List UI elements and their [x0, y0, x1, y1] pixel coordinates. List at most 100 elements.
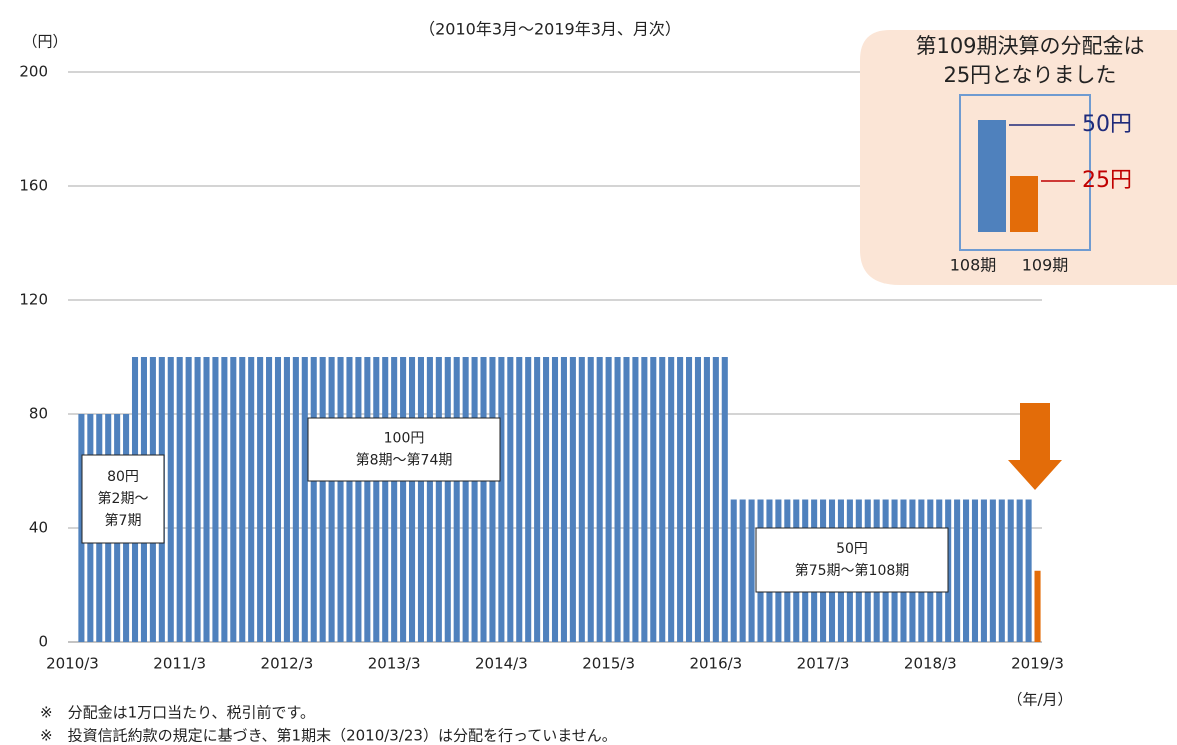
- annotation-box: [755, 527, 949, 593]
- y-tick-label: 160: [19, 177, 48, 195]
- bar: [712, 357, 719, 642]
- annotation-box: [81, 454, 165, 544]
- y-tick-label: 200: [19, 63, 48, 81]
- bar: [623, 357, 630, 642]
- chart-subtitle: （2010年3月～2019年3月、月次）: [419, 20, 681, 39]
- y-tick-label: 0: [38, 633, 48, 651]
- bar: [560, 357, 567, 642]
- bar: [400, 357, 407, 642]
- bar: [963, 499, 970, 642]
- bar: [301, 357, 308, 642]
- bar: [328, 357, 335, 642]
- bar: [525, 357, 532, 642]
- bar: [194, 357, 201, 642]
- bar: [167, 357, 174, 642]
- bar: [248, 357, 255, 642]
- bar: [569, 357, 576, 642]
- inset-value-label: 50円: [1082, 112, 1132, 137]
- inset-title: 25円となりました: [943, 63, 1116, 87]
- bar: [543, 357, 550, 642]
- down-arrow: [1008, 403, 1062, 490]
- bar: [1034, 570, 1041, 642]
- bar: [998, 499, 1005, 642]
- plot: 0 40 80 120 160 200 2010/3 2011/3 2012/3 2013/3 20…: [19, 63, 1064, 673]
- bar: [453, 357, 460, 642]
- bar: [677, 357, 684, 642]
- x-tick-label: 2015/3: [582, 655, 635, 673]
- bar: [632, 357, 639, 642]
- annotation-text: 第2期～: [98, 490, 149, 507]
- bar: [668, 357, 675, 642]
- bar: [971, 499, 979, 642]
- bar: [703, 357, 710, 642]
- bar: [954, 499, 961, 642]
- bar: [498, 357, 505, 642]
- inset-panel: [860, 30, 1177, 285]
- bar: [283, 357, 290, 642]
- x-tick-label: 2016/3: [689, 655, 742, 673]
- y-tick-label: 40: [29, 519, 48, 537]
- bar: [489, 357, 496, 642]
- bar: [480, 357, 487, 642]
- bar: [408, 357, 416, 642]
- bar: [748, 499, 755, 642]
- bar: [257, 357, 264, 642]
- bar: [435, 357, 442, 642]
- bar: [337, 357, 344, 642]
- bar: [319, 357, 326, 642]
- bar: [471, 357, 478, 642]
- x-tick-label: 2019/3: [1011, 655, 1064, 673]
- bar: [364, 357, 371, 642]
- bar: [292, 357, 299, 642]
- bar: [230, 357, 237, 642]
- bar: [1025, 499, 1032, 642]
- bar: [605, 357, 612, 642]
- x-tick-label: 2014/3: [475, 655, 528, 673]
- bar: [507, 357, 514, 642]
- annotation-box: [307, 417, 501, 482]
- bar: [391, 357, 398, 642]
- x-tick-label: 2012/3: [261, 655, 314, 673]
- bar: [578, 357, 585, 642]
- x-tick-label: 2013/3: [368, 655, 421, 673]
- bar: [1016, 499, 1023, 642]
- inset-category-label: 108期: [950, 256, 997, 275]
- inset-bar: [978, 120, 1006, 232]
- bar: [221, 357, 228, 642]
- bar: [685, 357, 693, 642]
- bar: [989, 499, 996, 642]
- bar: [551, 357, 559, 642]
- bar: [310, 357, 317, 642]
- annotation-text: 50円: [836, 541, 868, 557]
- bar: [417, 357, 425, 642]
- x-tick-label: 2011/3: [153, 655, 206, 673]
- bar: [346, 357, 353, 642]
- bar: [203, 357, 210, 642]
- x-axis-label: （年/月）: [1007, 691, 1072, 709]
- x-tick-label: 2017/3: [797, 655, 850, 673]
- x-tick-label: 2018/3: [904, 655, 957, 673]
- bar: [614, 357, 621, 642]
- bar: [534, 357, 541, 642]
- inset-bar: [1010, 176, 1038, 232]
- bar: [462, 357, 469, 642]
- annotation-text: 第8期～第74期: [356, 452, 453, 469]
- note: ※ 分配金は1万口当たり、税引前です。: [40, 704, 315, 722]
- bar: [239, 357, 246, 642]
- inset-category-label: 109期: [1022, 256, 1069, 275]
- inset-title: 第109期決算の分配金は: [915, 34, 1144, 58]
- bar: [382, 357, 389, 642]
- bar: [739, 499, 746, 642]
- bar: [274, 357, 282, 642]
- bar: [587, 357, 594, 642]
- annotation-text: 第75期～第108期: [795, 562, 910, 579]
- inset-frame: [959, 94, 1091, 251]
- bar: [373, 357, 380, 642]
- annotation-text: 第7期: [105, 512, 142, 529]
- bar: [721, 357, 728, 642]
- inset-value-label: 25円: [1082, 168, 1132, 193]
- bar: [185, 357, 192, 642]
- y-tick-label: 120: [19, 291, 48, 309]
- bar: [516, 357, 523, 642]
- note: ※ 投資信託約款の規定に基づき、第1期末（2010/3/23）は分配を行っていま…: [40, 727, 617, 745]
